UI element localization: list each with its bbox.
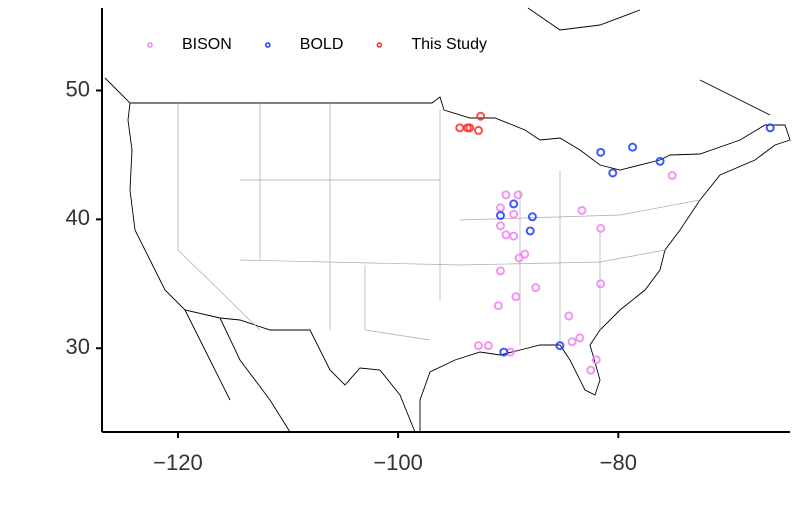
point	[509, 231, 519, 241]
point	[462, 123, 472, 133]
point	[495, 203, 505, 213]
y-tick-label: 40	[66, 205, 90, 230]
legend-label: BISON	[182, 36, 232, 53]
point	[495, 210, 505, 220]
point	[567, 337, 577, 347]
point	[765, 123, 775, 133]
y-tick-label: 30	[66, 334, 90, 359]
point	[495, 221, 505, 231]
point	[514, 253, 524, 263]
point	[575, 333, 585, 343]
legend-label: BOLD	[300, 36, 344, 53]
point	[527, 212, 537, 222]
point	[564, 311, 574, 321]
point	[483, 341, 493, 351]
legend-label: This Study	[411, 36, 487, 53]
point	[501, 190, 511, 200]
point	[655, 156, 665, 166]
point	[608, 168, 618, 178]
point	[628, 142, 638, 152]
point	[509, 209, 519, 219]
point	[555, 341, 565, 351]
point	[455, 123, 465, 133]
point	[476, 111, 486, 121]
x-tick-label: −100	[373, 450, 423, 475]
legend-marker	[147, 42, 153, 48]
point	[501, 230, 511, 240]
point	[493, 301, 503, 311]
point	[473, 125, 483, 135]
point	[596, 147, 606, 157]
point	[509, 199, 519, 209]
point	[596, 279, 606, 289]
legend-marker	[376, 42, 383, 48]
y-tick-label: 50	[66, 76, 90, 101]
point	[525, 226, 535, 236]
point	[499, 347, 509, 357]
point	[473, 341, 483, 351]
point	[531, 283, 541, 293]
point	[495, 266, 505, 276]
point	[596, 223, 606, 233]
point	[586, 365, 596, 375]
point	[667, 171, 677, 181]
basemap	[104, 7, 791, 433]
point	[511, 292, 521, 302]
legend-marker	[265, 42, 271, 48]
point	[513, 190, 523, 200]
x-tick-label: −80	[600, 450, 637, 475]
point	[591, 355, 601, 365]
x-tick-label: −120	[153, 450, 203, 475]
point	[577, 205, 587, 215]
